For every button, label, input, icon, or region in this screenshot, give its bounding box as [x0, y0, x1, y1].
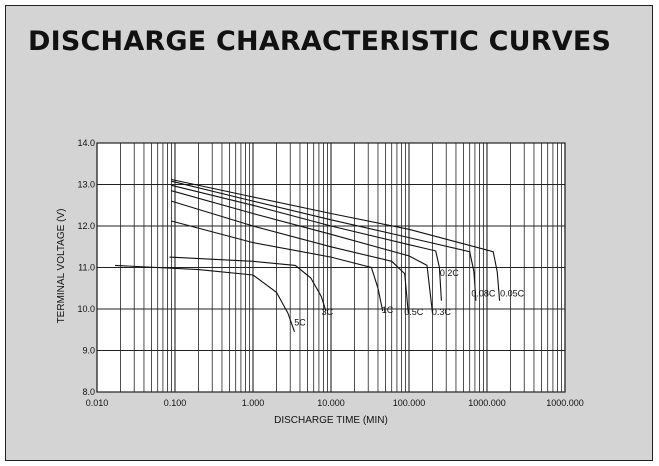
x-tick-label: 1000.000 — [546, 398, 584, 408]
curve-1c — [171, 220, 384, 312]
series-label: 0.3C — [432, 307, 452, 317]
x-tick-label: 100.000 — [393, 398, 426, 408]
y-tick-label: 13.0 — [77, 180, 95, 190]
curves — [114, 178, 501, 332]
curve-5c — [114, 264, 296, 332]
x-tick-label: 0.010 — [86, 398, 109, 408]
curve-0-05c — [171, 178, 501, 301]
curve-0-3c — [171, 190, 434, 314]
y-tick-label: 11.0 — [78, 263, 95, 273]
x-tick-label: 0.100 — [164, 398, 187, 408]
y-tick-label: 10.0 — [77, 304, 95, 314]
plot-frame — [96, 142, 566, 393]
series-label: 1C — [382, 305, 394, 315]
curve-0-5c — [171, 200, 409, 314]
x-axis-label: DISCHARGE TIME (MIN) — [274, 415, 388, 426]
x-tick-label: 1.000 — [242, 398, 265, 408]
series-label: 0.2C — [440, 268, 460, 278]
series-label: 0.05C — [500, 289, 525, 299]
series-label: 0.08C — [471, 289, 496, 299]
series-label: 3C — [322, 307, 334, 317]
y-tick-label: 8.0 — [82, 387, 95, 397]
series-labels: 5C 3C 1C 0.5C 0.3C 0.2C 0.08C 0.05C — [294, 268, 524, 328]
grid — [96, 142, 566, 393]
chart-title: DISCHARGE CHARACTERISTIC CURVES — [28, 26, 612, 57]
series-label: 0.5C — [404, 307, 424, 317]
curve-0-08c — [171, 180, 477, 301]
curve-0-2c — [171, 184, 442, 301]
y-tick-label: 9.0 — [82, 346, 95, 356]
y-axis-label: TERMINAL VOLTAGE (V) — [56, 209, 67, 324]
x-tick-label: 10.000 — [317, 398, 345, 408]
x-tick-label: 1000.000 — [468, 398, 506, 408]
tick-labels: 0.010 0.100 1.000 10.000 100.000 1000.000 1000… — [77, 138, 583, 408]
y-tick-label: 14.0 — [77, 138, 95, 148]
y-tick-label: 12.0 — [77, 221, 95, 231]
series-label: 5C — [294, 318, 306, 328]
curve-3c — [169, 256, 327, 312]
